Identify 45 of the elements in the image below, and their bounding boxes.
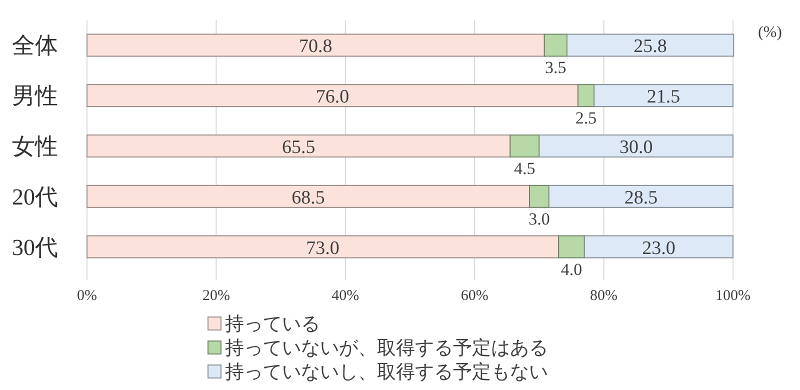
x-tick-label: 80% [590, 288, 618, 304]
data-label: 21.5 [646, 86, 680, 108]
data-label: 4.0 [560, 260, 582, 279]
bar [86, 84, 578, 108]
bar [577, 84, 595, 108]
data-label: 3.0 [528, 209, 550, 228]
text: (%) [758, 24, 782, 41]
x-tick-label: 60% [460, 288, 488, 304]
bar [86, 34, 545, 57]
y-tick-label: 女性 [12, 134, 58, 159]
y-tick-label: 30代 [12, 234, 58, 260]
data-label: 73.0 [306, 238, 340, 259]
bar [86, 184, 530, 208]
bar [584, 235, 734, 258]
x-tick-label: 100% [716, 288, 750, 304]
data-label: 4.5 [514, 159, 536, 178]
bar [594, 84, 734, 108]
data-label: 2.5 [575, 108, 597, 128]
bar [86, 134, 511, 158]
y-tick-label: 全体 [12, 33, 58, 58]
data-label: 25.8 [634, 36, 667, 58]
data-label: 28.5 [624, 187, 658, 208]
legend-label: 持っていないが、取得する予定はある [225, 337, 548, 359]
legend-label: 持っていないし、取得する予定もない [225, 361, 548, 383]
legend-label: 持っている [225, 314, 320, 335]
bar [538, 134, 734, 158]
y-tick-label: 20代 [12, 184, 58, 210]
bar [558, 235, 585, 258]
x-tick-label: 40% [332, 288, 360, 304]
data-label: 30.0 [619, 137, 653, 158]
bar [529, 184, 550, 208]
x-tick-label: 20% [202, 288, 230, 304]
data-label: 65.5 [282, 137, 316, 158]
bar [510, 134, 540, 158]
bar [544, 34, 568, 57]
bar [548, 184, 734, 208]
data-label: 68.5 [292, 187, 325, 208]
y-tick-label: 男性 [12, 84, 58, 109]
bar [86, 235, 560, 258]
bar [566, 34, 734, 57]
data-label: 23.0 [642, 238, 676, 259]
data-label: 3.5 [545, 58, 566, 78]
data-label: 76.0 [316, 86, 350, 108]
data-label: 70.8 [299, 36, 332, 58]
x-tick-label: 0% [77, 288, 97, 304]
